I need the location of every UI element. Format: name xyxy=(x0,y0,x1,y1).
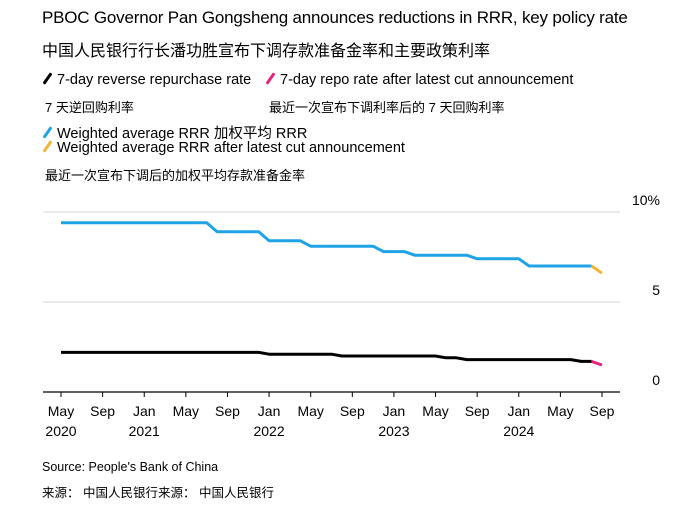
x-tick-label: Sep xyxy=(215,403,240,419)
legend-item-7day-reverse-repo: 7-day reverse repurchase rate xyxy=(42,72,251,88)
x-tick-label: Jan xyxy=(507,403,530,419)
legend-label-cn-7day: 7 天逆回购利率 xyxy=(45,100,134,115)
legend-item-weighted-rrr: Weighted average RRR 加权平均 RRR xyxy=(42,122,307,143)
x-tick-year-label: 2022 xyxy=(253,423,284,439)
source-note-cn: 来源： 中国人民银行来源： 中国人民银行 xyxy=(42,486,274,500)
x-tick-label: May xyxy=(173,403,199,419)
x-tick-label: May xyxy=(48,403,74,419)
legend-label: Weighted average RRR 加权平均 RRR xyxy=(57,126,308,142)
x-tick-year-label: 2021 xyxy=(129,423,160,439)
x-tick-label: Sep xyxy=(340,403,365,419)
x-tick-label: May xyxy=(547,403,573,419)
source-note: Source: People's Bank of China xyxy=(42,460,219,474)
legend-label: 7-day repo rate after latest cut announc… xyxy=(280,72,574,88)
y-tick-label: 0 xyxy=(652,372,660,388)
x-tick-label: May xyxy=(422,403,448,419)
series-line-1 xyxy=(590,264,603,275)
series-line-0 xyxy=(61,221,592,268)
x-tick-label: May xyxy=(297,403,323,419)
chart-title: PBOC Governor Pan Gongsheng announces re… xyxy=(42,8,628,27)
legend-item-weighted-rrr-after-cut: Weighted average RRR after latest cut an… xyxy=(42,140,405,156)
x-tick-label: Jan xyxy=(133,403,156,419)
series-line-2 xyxy=(61,350,592,363)
gridlines xyxy=(43,211,620,303)
x-tick-label: Jan xyxy=(258,403,281,419)
series-lines xyxy=(60,221,603,367)
series-line-3 xyxy=(591,359,603,367)
x-tick-year-label: 2023 xyxy=(378,423,409,439)
legend-label: 7-day reverse repurchase rate xyxy=(57,72,252,88)
legend-label: Weighted average RRR after latest cut an… xyxy=(57,140,405,156)
legend-label-cn-repo-after-cut: 最近一次宣布下调利率后的 7 天回购利率 xyxy=(269,100,505,115)
x-tick-label: Sep xyxy=(90,403,115,419)
x-tick-label: Jan xyxy=(383,403,406,419)
x-tick-year-label: 2020 xyxy=(45,423,76,439)
y-axis-labels: 10% 5 0 xyxy=(632,192,660,388)
legend-label-cn-rrr-after-cut: 最近一次宣布下调后的加权平均存款准备金率 xyxy=(45,168,306,183)
y-tick-label: 10% xyxy=(632,192,660,208)
x-tick-label: Sep xyxy=(465,403,490,419)
x-tick-label: Sep xyxy=(590,403,615,419)
y-tick-label: 5 xyxy=(652,282,660,298)
x-axis: May 2020 Sep Jan 2021 May Sep Jan 2022 May Sep Jan 2… xyxy=(43,391,620,439)
legend-item-7day-repo-after-cut: 7-day repo rate after latest cut announc… xyxy=(265,72,573,88)
chart-subtitle-cn: 中国人民银行行长潘功胜宣布下调存款准备金率和主要政策利率 xyxy=(42,43,491,60)
x-tick-year-label: 2024 xyxy=(503,423,534,439)
